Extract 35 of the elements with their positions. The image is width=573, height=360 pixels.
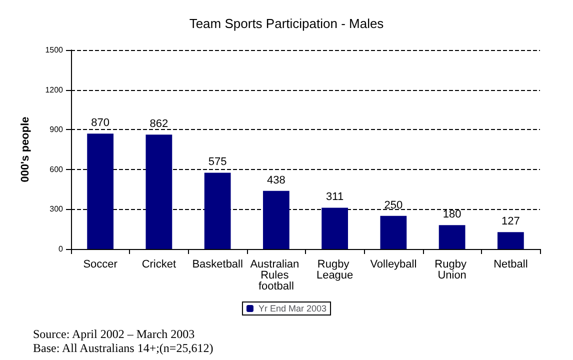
bar [262,190,290,249]
y-tick-label: 600 [50,164,64,174]
chart-title: Team Sports Participation - Males [189,16,384,31]
y-tick-label: 300 [50,204,64,214]
x-tick-label: Volleyball [370,258,417,270]
y-tick-label: 0 [58,244,64,254]
data-label: 438 [267,174,286,186]
data-label: 250 [384,199,403,212]
bar [146,134,172,249]
x-tick-label: Cricket [142,258,176,270]
data-label: 862 [150,118,168,130]
x-tick-label: Basketball [192,258,243,270]
data-label: 180 [442,208,462,221]
data-label: 127 [502,216,520,228]
bar [87,134,114,249]
bar [497,232,524,249]
source-note: Source: April 2002 – March 2003 [33,327,195,341]
x-tick-label: Rugby League [316,258,354,282]
x-tick-label: Netball [494,258,528,270]
data-label: 311 [326,191,344,204]
y-tick-label: 1500 [45,46,64,54]
bar [204,172,231,249]
bar [438,225,466,249]
x-tick-label: Soccer [83,258,118,270]
y-axis-title: 000's people [20,116,32,182]
bar [380,216,407,249]
text: Base: All Australians 14+;(n=25,612) [33,341,214,355]
data-label: 575 [208,156,227,168]
y-tick-label: 1200 [45,85,64,94]
data-label: 870 [91,117,110,130]
x-tick-label: Australian Rules football [250,258,302,292]
bar [322,208,348,249]
x-tick-label: Rugby Union [434,258,470,282]
legend-label: Yr End Mar 2003 [258,304,327,314]
y-tick-label: 900 [50,125,64,134]
